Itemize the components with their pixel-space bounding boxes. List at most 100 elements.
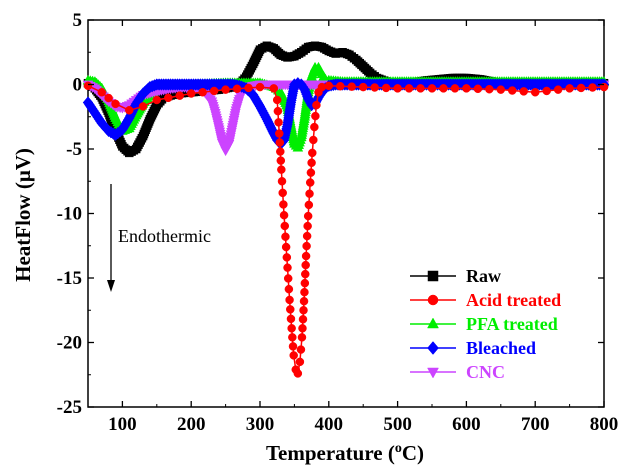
data-point	[358, 82, 368, 92]
endothermic-arrow-head	[107, 280, 115, 292]
legend-marker	[427, 341, 439, 355]
data-point	[287, 324, 296, 333]
data-point	[299, 306, 308, 315]
data-point	[305, 189, 314, 198]
legend-marker	[427, 317, 439, 329]
data-point	[462, 84, 471, 93]
data-point	[273, 106, 283, 116]
data-point	[300, 278, 310, 288]
data-point	[298, 324, 307, 333]
y-tick-label: 0	[73, 75, 83, 96]
legend-item: Bleached	[410, 338, 536, 358]
data-point	[530, 87, 540, 97]
data-point	[301, 251, 311, 261]
legend-marker	[427, 294, 439, 306]
data-point	[305, 178, 315, 187]
data-point	[283, 263, 292, 272]
data-point	[277, 177, 287, 186]
x-tick-label: 500	[383, 414, 412, 435]
data-point	[288, 342, 298, 351]
data-point	[282, 253, 292, 262]
data-point	[289, 351, 298, 360]
data-point	[276, 156, 286, 165]
legend-marker	[427, 270, 439, 282]
data-point	[309, 135, 318, 145]
data-point	[303, 221, 312, 231]
data-point	[347, 82, 356, 91]
data-point	[508, 86, 517, 95]
legend: Raw Acid treated PFA treated Bleached CNC	[410, 266, 561, 382]
legend-item: PFA treated	[410, 314, 558, 334]
data-point	[393, 84, 402, 93]
data-point	[301, 260, 310, 270]
data-point	[588, 83, 597, 92]
legend-label: CNC	[466, 362, 505, 382]
data-point	[175, 91, 184, 100]
data-point	[164, 93, 173, 103]
data-point	[285, 295, 294, 305]
data-point	[317, 82, 327, 92]
data-point	[276, 147, 285, 156]
data-point	[152, 95, 162, 105]
legend-label: PFA treated	[466, 314, 558, 334]
legend-label: Raw	[466, 266, 501, 286]
data-point	[370, 83, 379, 92]
data-point	[279, 210, 289, 220]
series-acid-treated	[83, 81, 609, 378]
data-point	[299, 296, 309, 306]
data-point	[427, 84, 437, 93]
x-tick-label: 100	[108, 414, 137, 435]
y-tick-label: -5	[66, 139, 82, 160]
data-point	[295, 357, 305, 367]
series-bleached	[82, 76, 610, 151]
legend-item: Acid treated	[410, 290, 561, 310]
legend-marker	[427, 367, 439, 379]
y-tick-label: -15	[57, 268, 82, 289]
data-point	[565, 84, 574, 93]
x-tick-label: 700	[521, 414, 550, 435]
legend-item: CNC	[410, 362, 505, 382]
data-point	[304, 200, 314, 210]
data-point	[288, 333, 297, 342]
legend-label: Bleached	[466, 338, 536, 358]
data-point	[275, 138, 285, 147]
data-point	[83, 81, 93, 91]
data-point	[232, 84, 242, 94]
data-point	[138, 102, 148, 111]
data-point	[553, 85, 563, 94]
data-point	[303, 211, 313, 221]
data-point	[302, 241, 311, 251]
data-point	[312, 100, 321, 110]
data-point	[306, 168, 316, 177]
endothermic-annotation: Endothermic	[118, 226, 211, 246]
x-tick-label: 200	[177, 414, 206, 435]
data-point	[293, 369, 303, 378]
data-point	[307, 158, 316, 168]
data-point	[281, 242, 291, 252]
data-point	[277, 165, 286, 174]
data-point	[308, 148, 317, 158]
data-point	[269, 84, 279, 93]
data-point	[301, 269, 310, 279]
data-point	[272, 95, 282, 105]
data-point	[255, 82, 265, 92]
data-point	[125, 106, 134, 115]
data-point	[286, 314, 296, 324]
legend-label: Acid treated	[466, 290, 561, 310]
y-tick-label: -25	[57, 397, 82, 418]
x-tick-label: 600	[452, 414, 481, 435]
data-point	[496, 85, 506, 94]
y-tick-label: -20	[57, 333, 82, 354]
data-point	[485, 84, 494, 94]
data-point	[519, 87, 528, 96]
data-point	[473, 84, 483, 94]
data-point	[300, 287, 309, 297]
data-point	[297, 333, 307, 342]
data-point	[244, 83, 253, 93]
data-point	[450, 84, 460, 93]
data-point	[310, 122, 319, 132]
data-point	[576, 83, 586, 93]
data-point	[284, 284, 294, 294]
